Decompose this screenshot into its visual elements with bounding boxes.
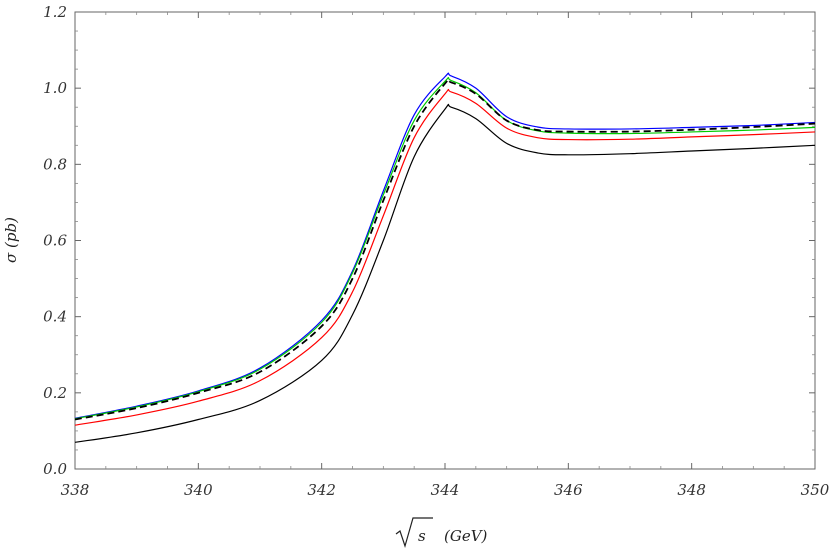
y-tick-label: 1.2 bbox=[43, 3, 67, 21]
y-axis-label: σ (pb) bbox=[2, 217, 20, 263]
series-line-red bbox=[74, 88, 816, 426]
y-tick-label: 0.0 bbox=[43, 460, 67, 478]
x-axis-label: s (GeV) bbox=[395, 517, 488, 549]
y-tick-label: 0.2 bbox=[43, 384, 67, 402]
y-tick-label: 0.6 bbox=[43, 232, 67, 250]
series-line-green bbox=[74, 77, 816, 420]
series-line-black-dashed bbox=[74, 78, 816, 421]
sqrt-symbol bbox=[395, 517, 433, 549]
y-tick-label: 1.0 bbox=[43, 79, 67, 97]
axis-ticks: 338 340 342 344 346 348 350 0.0 0.2 0.4 0.6 0.8 1.0 1… bbox=[43, 3, 830, 499]
y-tick-label: 0.4 bbox=[43, 308, 67, 326]
x-axis-label-units: (GeV) bbox=[444, 527, 488, 545]
x-tick-label: 348 bbox=[677, 481, 706, 499]
x-axis-label-radicand: s bbox=[418, 527, 426, 545]
x-tick-label: 338 bbox=[61, 481, 90, 499]
y-tick-label: 0.8 bbox=[43, 155, 67, 173]
series-group bbox=[74, 72, 816, 443]
x-tick-label: 342 bbox=[307, 481, 336, 499]
series-line-blue bbox=[74, 72, 816, 419]
x-tick-label: 344 bbox=[431, 481, 460, 499]
x-tick-label: 346 bbox=[554, 481, 583, 499]
series-line-black bbox=[74, 103, 816, 443]
x-tick-label: 350 bbox=[801, 481, 830, 499]
x-tick-label: 340 bbox=[184, 481, 213, 499]
